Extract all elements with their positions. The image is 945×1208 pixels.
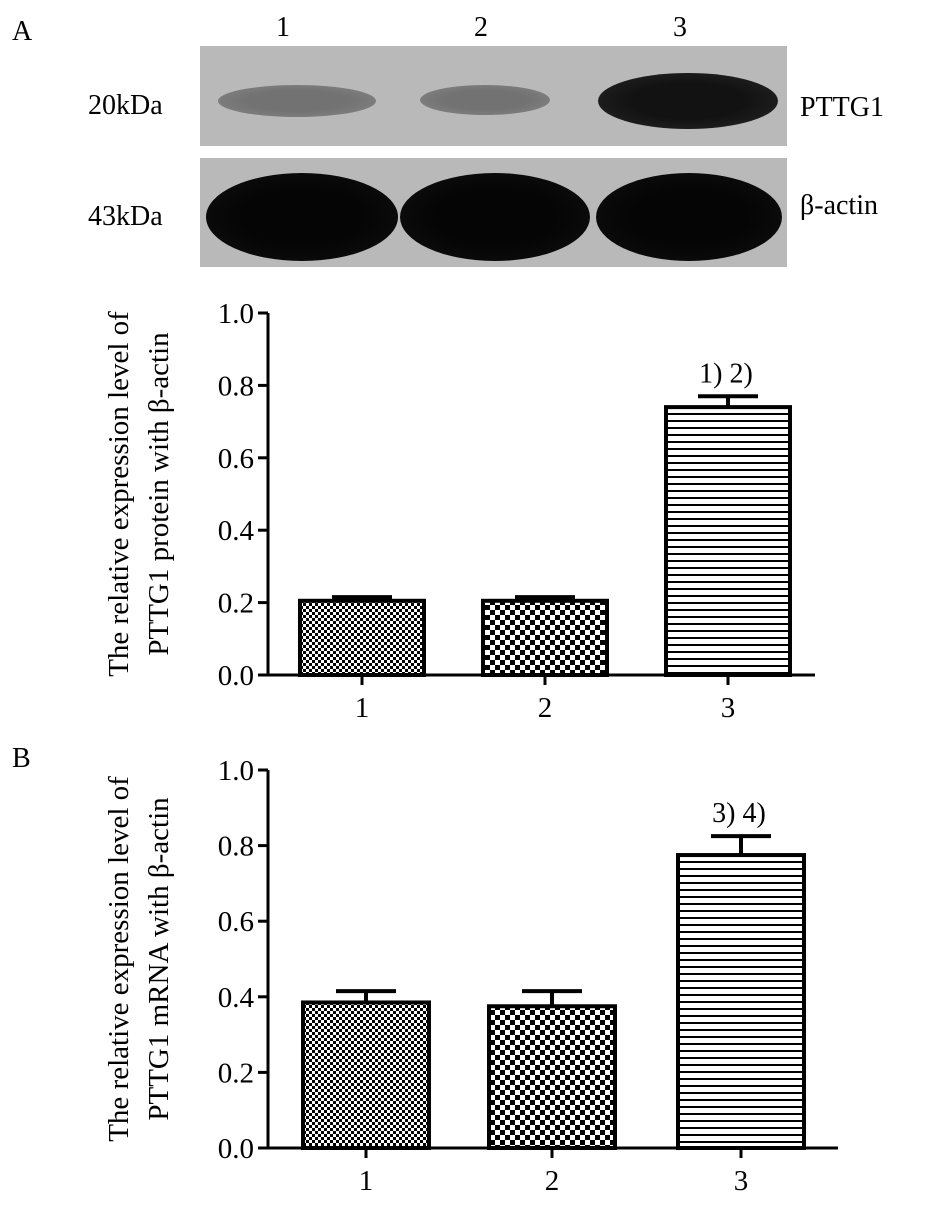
chart-a-xtick-label-2: 2 xyxy=(538,692,553,724)
chart-a-ytick-label-5: 1.0 xyxy=(218,298,254,330)
mw-label-actin: 43kDa xyxy=(88,201,163,232)
chart-b-xtick-label-3: 3 xyxy=(734,1165,749,1197)
chart-a-ytick-label-2: 0.4 xyxy=(218,515,255,547)
chart-b-xtick-label-2: 2 xyxy=(545,1165,560,1197)
blot-strip-actin xyxy=(200,158,787,267)
chart-a-xtick-label-1: 1 xyxy=(355,692,370,724)
chart-b-ytick-label-5: 1.0 xyxy=(218,755,254,787)
chart-b-bar-2 xyxy=(487,1004,617,1150)
protein-label-pttg1: PTTG1 xyxy=(800,92,884,123)
mw-label-pttg1: 20kDa xyxy=(88,90,163,121)
chart-b-ytick-label-1: 0.2 xyxy=(218,1057,254,1089)
blot-band-pttg1-2 xyxy=(420,85,550,115)
chart-a-ylabel-line1: The relative expression level of xyxy=(103,311,135,677)
blot-lane-label-1: 1 xyxy=(276,12,290,43)
chart-a-bar-3 xyxy=(664,405,792,677)
chart-b-annotation-3: 3) 4) xyxy=(712,798,766,829)
blot-strip-pttg1 xyxy=(200,46,787,146)
blot-band-actin-3 xyxy=(596,173,782,261)
chart-a-ytick-label-1: 0.2 xyxy=(218,588,254,620)
chart-a-bar-1 xyxy=(298,598,426,677)
blot-lane-label-3: 3 xyxy=(673,12,687,43)
chart-b-ylabel-line1: The relative expression level of xyxy=(103,776,135,1142)
chart-b-ytick-label-0: 0.0 xyxy=(218,1133,254,1165)
chart-a-ylabel-line2: PTTG1 protein with β-actin xyxy=(143,332,175,656)
chart-a-ytick-label-3: 0.6 xyxy=(218,443,254,475)
chart-b-ylabel-line2: PTTG1 mRNA with β-actin xyxy=(143,797,175,1121)
chart-a-ytick-label-4: 0.8 xyxy=(218,370,254,402)
blot-band-actin-1 xyxy=(206,173,398,261)
protein-label-actin: β-actin xyxy=(800,190,878,221)
chart-a-bar-2 xyxy=(481,598,609,677)
chart-b-ytick-label-2: 0.4 xyxy=(218,982,255,1014)
chart-b-ytick-label-3: 0.6 xyxy=(218,906,254,938)
blot-band-actin-2 xyxy=(400,173,590,261)
chart-a-xtick-label-3: 3 xyxy=(721,692,736,724)
chart-b-ytick-label-4: 0.8 xyxy=(218,831,254,863)
blot-lane-label-2: 2 xyxy=(474,12,488,43)
chart-b-bar-3 xyxy=(676,853,806,1150)
blot-band-pttg1-3 xyxy=(598,73,778,129)
chart-a-annotation-3: 1) 2) xyxy=(699,358,753,389)
chart-b-xtick-label-1: 1 xyxy=(359,1165,374,1197)
chart-b-bar-1 xyxy=(301,1000,431,1150)
blot-band-pttg1-1 xyxy=(218,85,376,117)
panel-label-b: B xyxy=(12,743,31,774)
panel-label-a: A xyxy=(12,16,33,47)
chart-a-ytick-label-0: 0.0 xyxy=(218,660,254,692)
